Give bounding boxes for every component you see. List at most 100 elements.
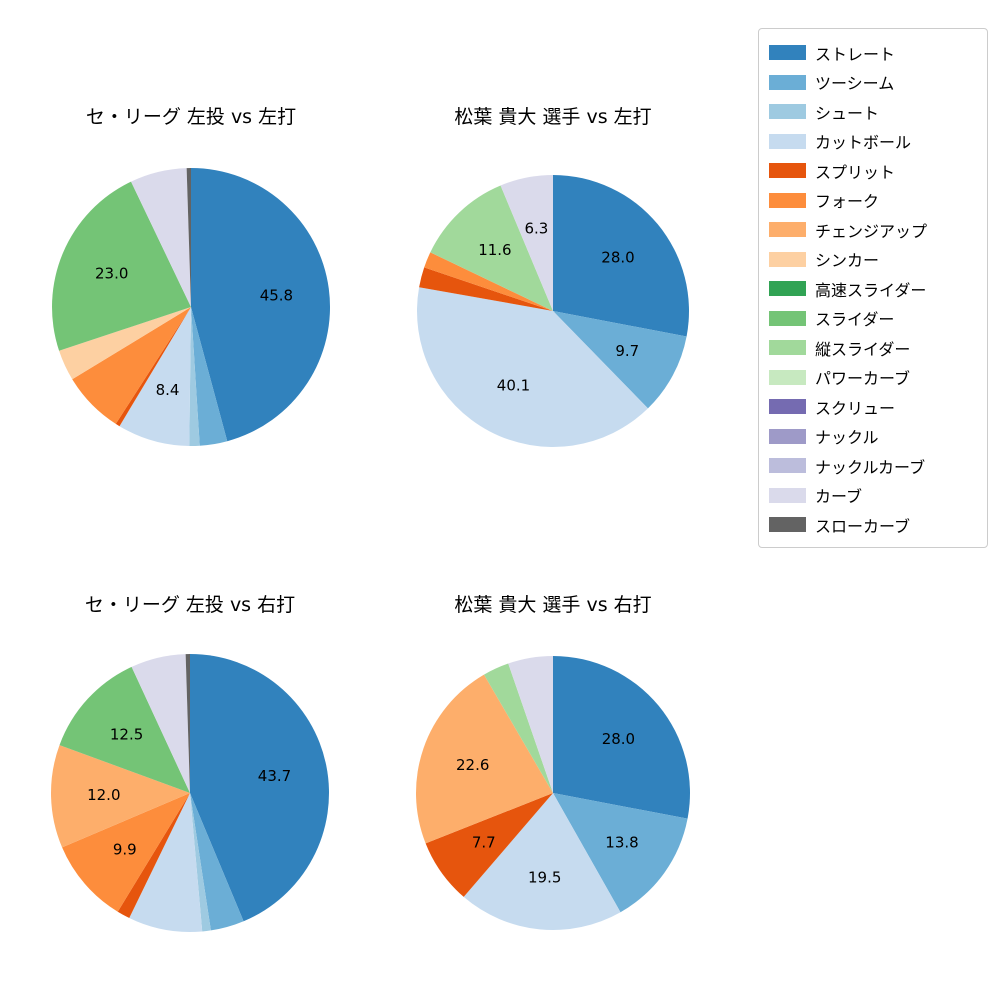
pie-slice <box>131 654 190 793</box>
legend-label: 高速スライダー <box>815 280 927 300</box>
pie-slice <box>415 674 553 844</box>
legend-item: ツーシーム <box>769 68 977 98</box>
pie-slice <box>186 168 191 307</box>
legend-item: ストレート <box>769 38 977 68</box>
legend-label: ナックル <box>815 428 879 448</box>
pie-slice <box>191 168 331 442</box>
pie-percentage-label: 28.0 <box>601 248 634 266</box>
pie-percentage-label: 28.0 <box>602 730 635 748</box>
pie-percentage-label: 12.5 <box>110 726 143 744</box>
legend-swatch <box>769 487 806 503</box>
pie-slice <box>62 793 191 912</box>
legend-label: スライダー <box>815 310 895 330</box>
pie-slice <box>417 287 648 448</box>
pie-percentage-label: 12.0 <box>87 786 120 804</box>
pie-slice <box>129 793 203 932</box>
pie-slice <box>115 307 191 427</box>
pie-league-vs-rhb: 43.7 9.9 12.0 12.5 <box>51 654 330 932</box>
pie-slice <box>131 168 191 307</box>
pie-percentage-label: 7.7 <box>472 833 496 851</box>
legend-label: カットボール <box>815 133 912 153</box>
pie-slice <box>117 793 190 919</box>
pie-title-matsuba-vs-lhb: 松葉 貴大 選手 vs 左打 <box>454 106 652 128</box>
pie-slice <box>185 654 190 793</box>
legend-swatch <box>769 74 806 90</box>
legend-item: シュート <box>769 97 977 127</box>
legend-swatch <box>769 251 806 267</box>
pie-slice <box>119 307 191 446</box>
legend-item: スローカーブ <box>769 510 977 540</box>
legend-item: チェンジアップ <box>769 215 977 245</box>
legend-label: ナックルカーブ <box>815 457 926 477</box>
legend-label: カーブ <box>815 487 863 507</box>
pie-percentage-label: 11.6 <box>478 241 511 259</box>
legend-item: ナックル <box>769 422 977 452</box>
legend-item: カーブ <box>769 481 977 511</box>
pie-percentage-label: 6.3 <box>524 219 548 237</box>
legend-item: 縦スライダー <box>769 333 977 363</box>
legend-item: フォーク <box>769 186 977 216</box>
pie-slice <box>72 307 191 424</box>
pie-slice <box>500 175 553 311</box>
pie-slice <box>190 654 330 922</box>
legend-label: ストレート <box>815 44 896 64</box>
pie-slice <box>508 656 553 793</box>
pie-slice <box>189 307 200 447</box>
legend-swatch <box>769 192 806 208</box>
legend-swatch <box>769 222 806 238</box>
pie-slice <box>553 656 690 819</box>
legend-label: パワーカーブ <box>815 369 911 389</box>
legend-label: シュート <box>815 103 880 123</box>
legend-swatch <box>769 45 806 61</box>
legend-swatch <box>769 281 806 297</box>
pie-slice <box>553 793 688 913</box>
legend-label: シンカー <box>815 251 880 271</box>
pie-slice <box>484 663 553 793</box>
pie-slice <box>425 793 553 897</box>
legend-items: ストレートツーシームシュートカットボールスプリット フォークチェンジアップ シンカー… <box>769 38 977 540</box>
pie-title-league-vs-rhb: セ・リーグ 左投 vs 右打 <box>84 594 296 616</box>
pie-slice <box>419 267 553 311</box>
pie-slice <box>190 793 244 931</box>
pie-slice <box>191 307 228 446</box>
pie-slice <box>430 185 553 311</box>
legend-swatch <box>769 340 806 356</box>
legend-label: ツーシーム <box>815 74 895 94</box>
pie-percentage-label: 8.4 <box>156 381 180 399</box>
pie-slice <box>553 311 687 409</box>
legend-swatch <box>769 104 806 120</box>
legend-label: 縦スライダー <box>815 339 911 359</box>
legend-swatch <box>769 163 806 179</box>
legend-item: ナックルカーブ <box>769 451 977 481</box>
legend-label: チェンジアップ <box>815 221 928 241</box>
pie-slice <box>52 181 191 351</box>
pie-percentage-label: 9.9 <box>113 840 137 858</box>
pie-slice <box>190 793 211 932</box>
legend-swatch <box>769 399 806 415</box>
pie-percentage-label: 23.0 <box>95 264 128 282</box>
legend-item: パワーカーブ <box>769 363 977 393</box>
legend-swatch <box>769 428 806 444</box>
pie-matsuba-vs-lhb: 28.0 9.7 40.1 11.6 6.3 <box>417 175 689 448</box>
pie-percentage-label: 43.7 <box>258 767 291 785</box>
legend-swatch <box>769 369 806 385</box>
pie-league-vs-lhb: 45.8 8.4 23.0 <box>52 168 331 447</box>
pie-percentage-label: 22.6 <box>456 756 489 774</box>
pie-matsuba-vs-rhb: 28.0 13.8 19.5 7.7 22.6 <box>415 656 690 931</box>
legend-item: スクリュー <box>769 392 977 422</box>
legend-swatch <box>769 133 806 149</box>
legend-item: カットボール <box>769 127 977 157</box>
pie-slice <box>553 175 689 337</box>
legend-item: スプリット <box>769 156 977 186</box>
legend-label: スクリュー <box>815 398 896 418</box>
pie-slice <box>59 307 191 380</box>
pie-percentage-label: 13.8 <box>605 834 638 852</box>
legend-item: スライダー <box>769 304 977 334</box>
pie-slice <box>424 252 553 311</box>
pie-slice <box>463 793 621 931</box>
pie-slice <box>59 666 190 793</box>
legend-swatch <box>769 310 806 326</box>
pie-slice <box>51 745 190 848</box>
legend-item: シンカー <box>769 245 977 275</box>
